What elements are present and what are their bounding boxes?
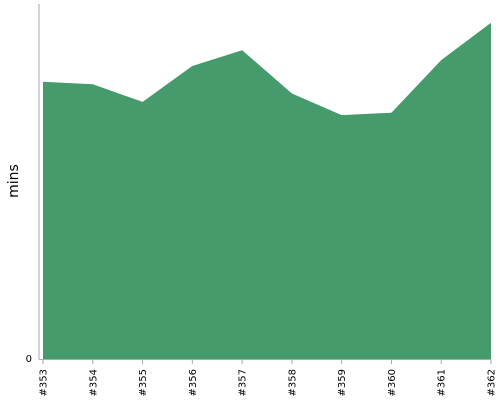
- x-tick-label: #355: [138, 369, 149, 396]
- x-tick-label: #360: [387, 369, 398, 396]
- x-tick-label: #357: [238, 369, 249, 396]
- y-tick-label: 0: [26, 354, 32, 365]
- x-tick-label: #354: [88, 369, 99, 396]
- x-tick-label: #361: [437, 369, 448, 396]
- series-area: [43, 22, 491, 359]
- x-tick-label: #362: [487, 369, 498, 396]
- x-tick-label: #358: [287, 369, 298, 396]
- y-axis-ticks: 0: [26, 354, 32, 365]
- y-axis-title: mins: [6, 164, 22, 198]
- x-tick-label: #353: [39, 369, 50, 396]
- x-tick-label: #356: [188, 369, 199, 396]
- x-tick-label: #359: [337, 369, 348, 396]
- x-axis-ticks: #353 #354 #355 #356 #357 #358 #359 #360 #361 #362: [39, 359, 498, 396]
